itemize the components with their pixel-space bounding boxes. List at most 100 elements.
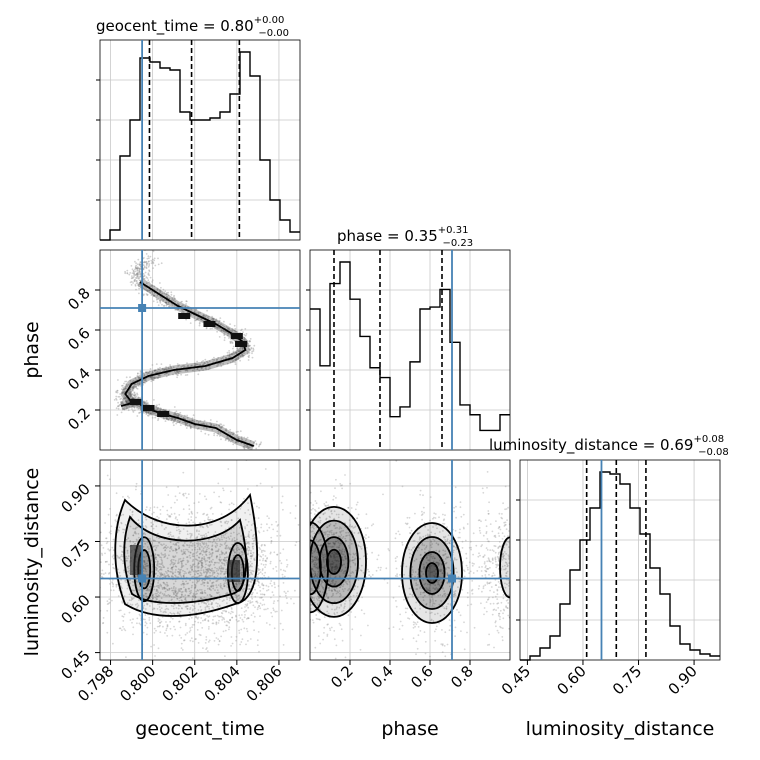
sample-point bbox=[118, 405, 120, 407]
sample-point bbox=[185, 423, 187, 425]
sample-point bbox=[155, 569, 158, 571]
sample-point bbox=[202, 363, 204, 366]
sample-point bbox=[222, 487, 224, 490]
sample-point bbox=[156, 595, 159, 598]
sample-point bbox=[239, 508, 242, 510]
sample-point bbox=[121, 629, 123, 632]
title-phase: phase = 0.35+0.31 −0.23 bbox=[337, 225, 473, 249]
sample-point bbox=[219, 317, 222, 319]
sample-point bbox=[121, 587, 123, 590]
sample-point bbox=[260, 563, 263, 565]
sample-point bbox=[179, 424, 182, 426]
sample-point bbox=[200, 557, 203, 560]
sample-point bbox=[455, 567, 457, 570]
sample-point bbox=[231, 642, 234, 645]
sample-point bbox=[226, 437, 228, 440]
sample-point bbox=[197, 427, 200, 430]
sample-point bbox=[173, 512, 176, 515]
sample-point bbox=[196, 537, 199, 540]
sample-point bbox=[251, 352, 253, 355]
sample-point bbox=[233, 353, 235, 355]
sample-point bbox=[171, 535, 173, 538]
sample-point bbox=[100, 572, 103, 575]
sample-point bbox=[219, 553, 221, 556]
sample-point bbox=[102, 573, 105, 575]
sample-point bbox=[182, 304, 184, 307]
sample-point bbox=[133, 395, 136, 397]
sample-point bbox=[135, 485, 138, 488]
sample-point bbox=[172, 296, 175, 299]
sample-point bbox=[132, 379, 135, 382]
sample-point bbox=[177, 371, 180, 374]
sample-point bbox=[274, 610, 277, 613]
sample-point bbox=[427, 554, 430, 556]
sample-point bbox=[233, 329, 236, 332]
sample-point bbox=[225, 325, 228, 328]
sample-point bbox=[163, 368, 166, 371]
panel-geocent-time-vs-phase bbox=[100, 250, 300, 450]
sample-point bbox=[174, 555, 177, 557]
sample-point bbox=[191, 626, 194, 628]
sample-point bbox=[161, 592, 164, 595]
sample-point bbox=[211, 319, 214, 321]
sample-point bbox=[175, 593, 178, 595]
sample-point bbox=[155, 405, 158, 408]
contour-line-0 bbox=[226, 542, 249, 604]
sample-point bbox=[164, 590, 167, 593]
panel-phase-vs-luminosity-distance bbox=[289, 460, 510, 660]
sample-point bbox=[289, 575, 291, 577]
sample-point bbox=[251, 569, 253, 572]
sample-point bbox=[159, 631, 162, 634]
sample-point bbox=[144, 563, 147, 566]
sample-point bbox=[203, 613, 206, 616]
sample-point bbox=[204, 642, 207, 644]
sample-point bbox=[160, 566, 163, 569]
sample-point bbox=[163, 368, 166, 371]
sample-point bbox=[162, 505, 164, 508]
sample-point bbox=[441, 572, 444, 575]
sample-point bbox=[301, 574, 303, 576]
sample-point bbox=[307, 559, 309, 561]
sample-point bbox=[228, 431, 230, 434]
sample-point bbox=[145, 400, 148, 402]
sample-point bbox=[297, 563, 299, 565]
sample-point bbox=[207, 628, 210, 630]
sample-point bbox=[218, 604, 221, 607]
sample-point bbox=[235, 595, 238, 598]
sample-point bbox=[262, 584, 265, 587]
sample-point bbox=[157, 594, 160, 596]
sample-point bbox=[263, 608, 266, 611]
sample-point bbox=[165, 526, 167, 529]
sample-point bbox=[138, 599, 140, 602]
sample-point bbox=[248, 340, 251, 343]
sample-point bbox=[164, 409, 166, 412]
sample-point bbox=[183, 573, 186, 575]
sample-point bbox=[172, 417, 174, 420]
sample-point bbox=[243, 616, 246, 619]
sample-point bbox=[177, 570, 179, 573]
sample-point bbox=[159, 513, 162, 515]
sample-point bbox=[264, 566, 266, 568]
sample-point bbox=[252, 535, 254, 537]
sample-point bbox=[210, 560, 213, 562]
sample-point bbox=[226, 624, 229, 627]
sample-point bbox=[194, 309, 197, 311]
sample-point bbox=[156, 563, 159, 566]
sample-point bbox=[203, 423, 206, 425]
sample-point bbox=[249, 555, 252, 558]
sample-point bbox=[164, 583, 167, 586]
sample-point bbox=[174, 628, 177, 631]
sample-point bbox=[175, 548, 178, 551]
sample-point bbox=[200, 534, 202, 537]
sample-point bbox=[221, 425, 224, 427]
sample-point bbox=[172, 559, 175, 561]
sample-point bbox=[180, 588, 183, 590]
sample-point bbox=[164, 373, 166, 376]
sample-point bbox=[244, 512, 247, 514]
sample-point bbox=[182, 364, 185, 367]
sample-point bbox=[196, 592, 198, 595]
sample-point bbox=[132, 597, 135, 600]
sample-point bbox=[178, 370, 181, 373]
sample-point bbox=[211, 541, 214, 544]
sample-point bbox=[174, 418, 177, 421]
